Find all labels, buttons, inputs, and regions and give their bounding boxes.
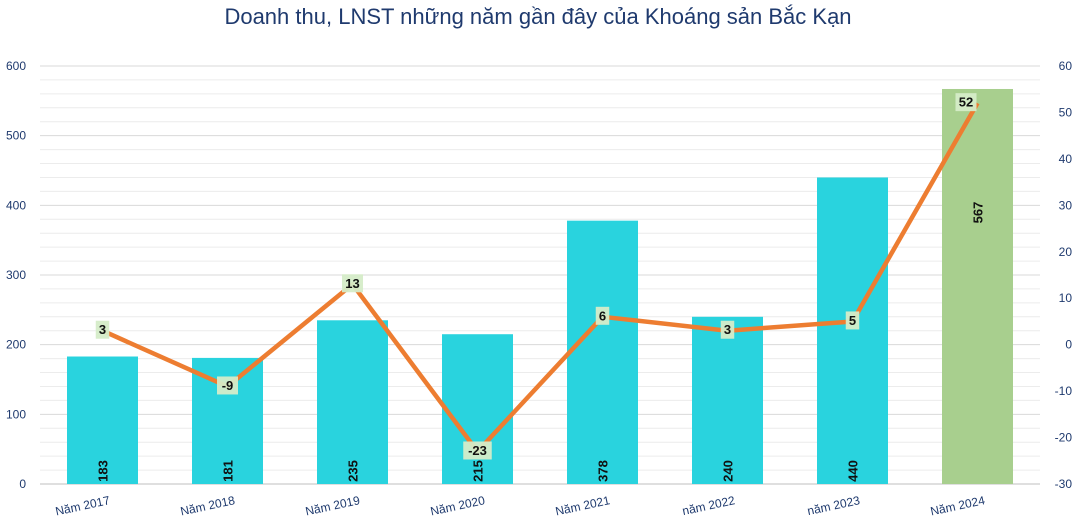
y-right-tick-label: -10 xyxy=(1055,384,1073,398)
line-value-label: 13 xyxy=(345,276,359,291)
line-label-box xyxy=(955,93,977,112)
x-category-label: năm 2022 xyxy=(681,493,736,518)
bar-value-label: 235 xyxy=(346,460,361,482)
bar-value-label: 240 xyxy=(721,460,736,482)
line-label-box xyxy=(95,320,110,339)
line-value-label: -9 xyxy=(222,378,234,393)
y-left-tick-label: 300 xyxy=(6,268,26,282)
bar xyxy=(942,88,1013,485)
y-right-tick-label: 0 xyxy=(1065,338,1072,352)
line-label-box xyxy=(217,376,238,395)
bar-value-label: 440 xyxy=(846,460,861,482)
bar xyxy=(692,316,763,484)
y-left-tick-label: 600 xyxy=(6,59,26,73)
y-left-tick-label: 100 xyxy=(6,407,26,421)
line-value-label: 52 xyxy=(959,95,973,110)
line-value-label: -23 xyxy=(468,443,487,458)
y-right-tick-label: 60 xyxy=(1059,59,1073,73)
line-label-box xyxy=(720,320,735,339)
y-left-tick-label: 200 xyxy=(6,338,26,352)
line-label-box xyxy=(342,274,363,293)
bar xyxy=(317,320,388,484)
line-value-label: 3 xyxy=(99,322,106,337)
y-left-tick-label: 500 xyxy=(6,129,26,143)
y-right-tick-label: 30 xyxy=(1059,198,1073,212)
bar xyxy=(817,177,888,484)
bar xyxy=(67,356,138,484)
y-right-tick-label: 50 xyxy=(1059,105,1073,119)
bar xyxy=(567,220,638,484)
x-category-label: Năm 2018 xyxy=(179,493,236,518)
bar-value-label: 215 xyxy=(471,460,486,482)
y-right-tick-label: 40 xyxy=(1059,152,1073,166)
x-category-label: Năm 2017 xyxy=(54,493,111,518)
y-right-tick-label: 20 xyxy=(1059,245,1073,259)
x-category-label: Năm 2019 xyxy=(304,493,361,518)
y-right-tick-label: -20 xyxy=(1055,431,1073,445)
bar-value-label: 567 xyxy=(971,202,986,224)
line-label-box xyxy=(845,311,860,330)
x-category-label: Năm 2021 xyxy=(554,493,611,518)
x-category-label: Năm 2024 xyxy=(929,493,986,518)
bar-value-label: 378 xyxy=(596,460,611,482)
x-category-label: Năm 2020 xyxy=(429,493,486,518)
line-value-label: 3 xyxy=(724,322,731,337)
y-right-tick-label: 10 xyxy=(1059,291,1073,305)
line-label-box xyxy=(463,441,492,460)
bar-value-label: 181 xyxy=(221,460,236,482)
chart-title: Doanh thu, LNST những năm gần đây của Kh… xyxy=(224,4,852,29)
line-value-label: 5 xyxy=(849,313,856,328)
line-value-label: 6 xyxy=(599,308,606,323)
y-left-tick-label: 0 xyxy=(19,477,26,491)
bar-value-label: 183 xyxy=(96,460,111,482)
line-label-box xyxy=(595,306,610,325)
y-right-tick-label: -30 xyxy=(1055,477,1073,491)
profit-line xyxy=(101,102,980,454)
x-category-label: năm 2023 xyxy=(806,493,861,518)
y-left-tick-label: 400 xyxy=(6,198,26,212)
